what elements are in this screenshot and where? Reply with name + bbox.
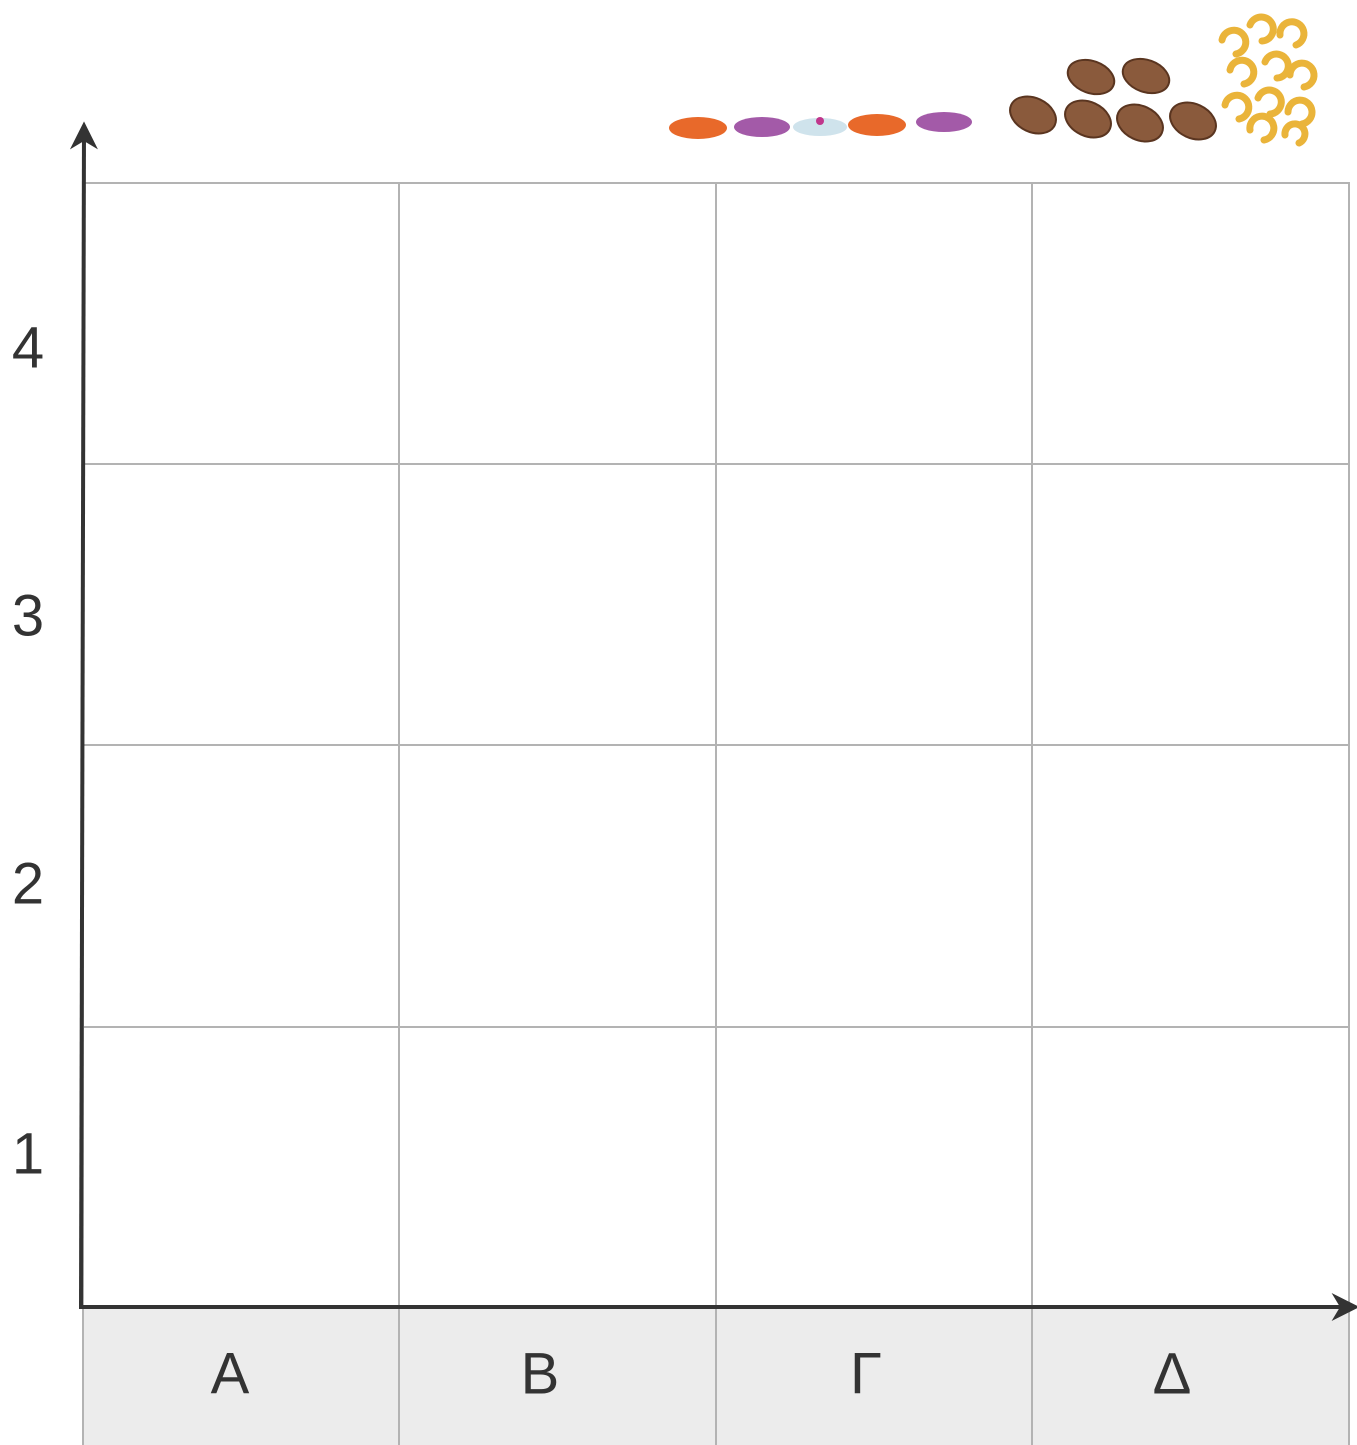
column-label: Γ (850, 1341, 882, 1406)
lentils (669, 112, 972, 139)
column-label: Α (211, 1341, 250, 1406)
y-axis (69, 121, 98, 1308)
row-label: 4 (12, 315, 44, 380)
row-label: 2 (12, 851, 44, 916)
grid (82, 182, 1350, 1445)
pasta (1218, 13, 1318, 147)
column-label: Β (521, 1341, 560, 1406)
beans (1009, 57, 1217, 143)
column-label: Δ (1153, 1341, 1192, 1406)
row-label: 1 (12, 1121, 44, 1186)
row-label: 3 (12, 583, 44, 648)
